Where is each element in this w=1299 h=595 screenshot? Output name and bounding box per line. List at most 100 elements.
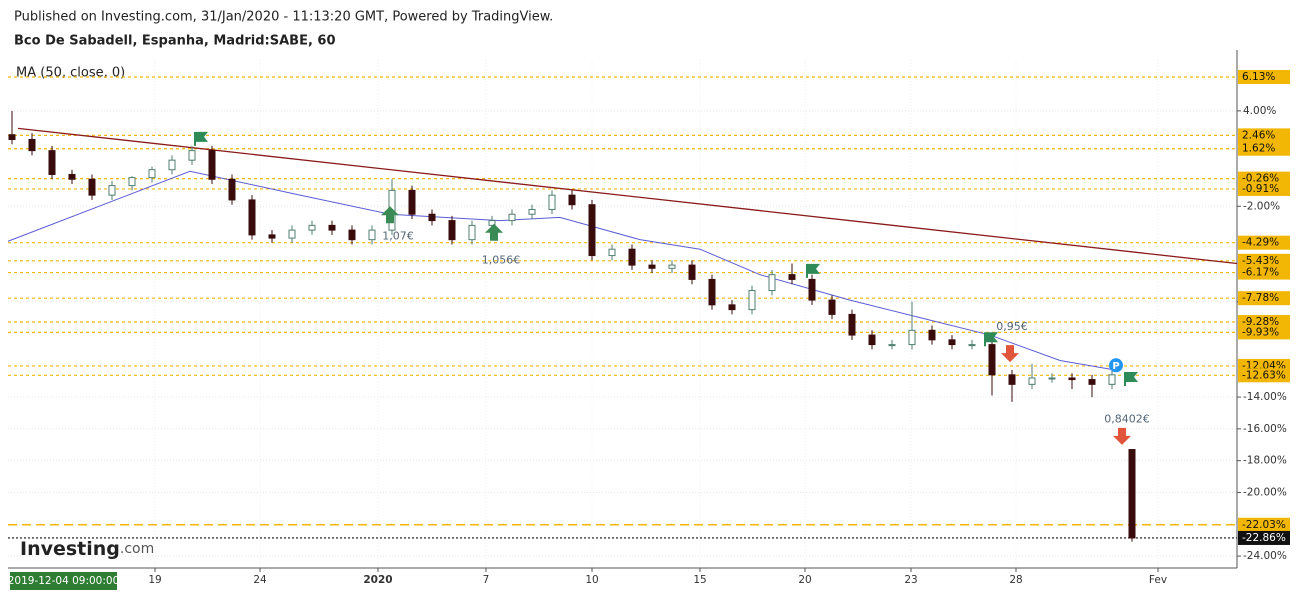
level-label: -4.29% [1242, 237, 1279, 249]
p-marker-label: P [1112, 361, 1119, 372]
candle-body [568, 194, 576, 206]
level-label-bg [1238, 235, 1290, 250]
candle-body [928, 329, 936, 341]
level-label-bg [1238, 517, 1290, 532]
x-tick-label: 19 [148, 574, 161, 586]
candle-body [148, 169, 156, 179]
candle-body [588, 204, 596, 257]
level-label: -0.26% [1242, 173, 1279, 185]
y-tick-label: -20.00% [1243, 486, 1287, 498]
candle-body [448, 220, 456, 241]
logo: Investing.com [20, 538, 154, 560]
level-label-bg [1238, 70, 1290, 85]
candle-body [128, 177, 136, 187]
level-label: -0.91% [1242, 183, 1279, 195]
x-tick-label: 23 [904, 574, 917, 586]
candle-body [908, 329, 916, 346]
level-label: -7.78% [1242, 292, 1279, 304]
candle-body [68, 173, 76, 180]
y-tick-label: 4.00% [1243, 105, 1276, 117]
level-label: 1.62% [1242, 143, 1275, 155]
trendline [17, 127, 1238, 265]
p-marker [1109, 358, 1123, 373]
y-tick-label: -24.00% [1243, 550, 1287, 562]
level-label-bg [1238, 253, 1290, 268]
level-label-bg [1238, 128, 1290, 143]
candle-body [208, 150, 216, 180]
flag [806, 263, 820, 278]
candle-body [348, 229, 356, 241]
subtitle: Published on Investing.com, 31/Jan/2020 … [14, 10, 553, 25]
flag [194, 131, 208, 146]
candle-body [428, 213, 436, 222]
candle-body [748, 290, 756, 311]
candle-body [648, 264, 656, 269]
level-label-bg [1238, 530, 1290, 545]
candle-body [88, 178, 96, 196]
x-tick-label: 24 [253, 574, 267, 586]
candle-body [228, 178, 236, 201]
annotation: 0,8402€ [1104, 412, 1150, 425]
cursor-label-bg [10, 572, 117, 590]
level-label-bg [1238, 181, 1290, 196]
level-label: -22.86% [1242, 532, 1286, 544]
level-label-bg [1238, 291, 1290, 306]
candle-body [728, 304, 736, 311]
candle-body [828, 299, 836, 315]
ma-line [7, 170, 1116, 371]
candle-body [868, 334, 876, 346]
candle-body [408, 189, 416, 215]
level-label-bg [1238, 368, 1290, 383]
candle-body [188, 150, 196, 161]
candle-body [1068, 377, 1076, 381]
candle-body [288, 229, 296, 239]
x-tick-label: Fev [1149, 574, 1167, 586]
candle-body [668, 264, 676, 269]
candle-body [1128, 449, 1136, 539]
candle-body [8, 134, 16, 140]
x-tick-label: 7 [483, 574, 490, 586]
level-label: -9.28% [1242, 316, 1279, 328]
arrow-up [381, 206, 399, 224]
x-tick-label: 15 [693, 574, 706, 586]
candle-body [308, 224, 316, 231]
legend-ma: MA (50, close, 0) [16, 66, 125, 81]
candle-body [1048, 377, 1056, 380]
candle-body [768, 274, 776, 292]
y-tick-label: -18.00% [1243, 455, 1287, 467]
logo-main: Investing [20, 538, 120, 560]
candle-body [628, 248, 636, 266]
candle-body [508, 213, 516, 222]
candle-body [708, 278, 716, 306]
candle-body [988, 344, 996, 376]
candle-body [248, 199, 256, 236]
cursor-label: 2019-12-04 09:00:00 [8, 575, 120, 587]
candle-body [1028, 377, 1036, 385]
candle-body [1088, 379, 1096, 385]
candle-body [368, 229, 376, 241]
level-label-bg [1238, 325, 1290, 340]
level-label: -5.43% [1242, 255, 1279, 267]
candle-body [28, 138, 36, 152]
candle-body [488, 220, 496, 226]
level-label: 2.46% [1242, 129, 1275, 141]
candle-body [468, 224, 476, 241]
candle-body [548, 194, 556, 210]
arrow-down [1113, 427, 1131, 445]
y-tick-label: -16.00% [1243, 423, 1287, 435]
chart-title: Bco De Sabadell, Espanha, Madrid:SABE, 6… [14, 34, 336, 49]
x-tick-label: 20 [798, 574, 811, 586]
x-tick-label: 2020 [363, 574, 392, 586]
candle-body [48, 150, 56, 175]
annotation: 1,056€ [482, 253, 521, 266]
level-label: -12.63% [1242, 369, 1286, 381]
candle-body [1008, 374, 1016, 385]
annotation: 1,07€ [382, 229, 414, 242]
candle-body [688, 264, 696, 280]
candle-body [968, 344, 976, 347]
candle-body [268, 234, 276, 239]
arrow-up [485, 223, 503, 241]
level-label: 6.13% [1242, 71, 1275, 83]
x-tick-label: 10 [585, 574, 598, 586]
